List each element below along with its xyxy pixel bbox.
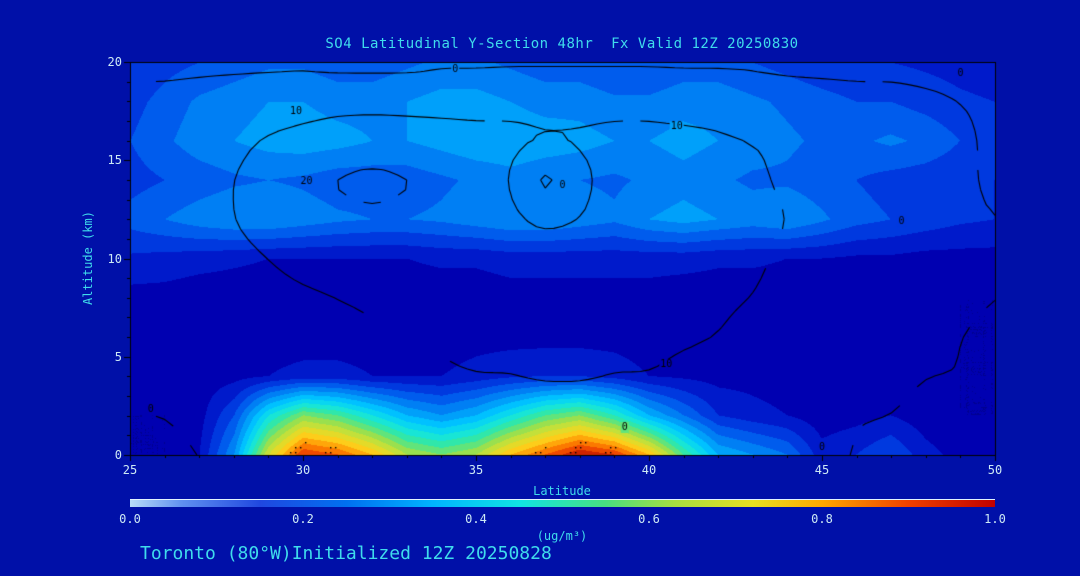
colorbar-units-label: (ug/m³) — [536, 529, 588, 543]
colorbar-tick-label: 0.0 — [119, 512, 141, 526]
colorbar-tick-label: 0.8 — [811, 512, 833, 526]
y-tick-label: 20 — [107, 55, 122, 69]
colorbar-tick-label: 0.4 — [465, 512, 487, 526]
x-tick-label: 25 — [122, 463, 138, 477]
y-tick-label: 10 — [107, 251, 122, 266]
x-axis-label: Latitude — [533, 484, 591, 498]
y-tick-label: 5 — [114, 349, 122, 364]
x-tick-label: 35 — [468, 463, 484, 477]
colorbar-tick-label: 1.0 — [984, 512, 1006, 526]
x-tick-label: 50 — [987, 463, 1003, 477]
x-tick-label: 30 — [295, 463, 311, 477]
y-axis-label: Altitude (km) — [81, 211, 95, 305]
colorbar — [130, 499, 995, 507]
model-init-caption: Toronto (80°W)Initialized 12Z 20250828 — [140, 543, 552, 564]
y-tick-label: 0 — [114, 448, 122, 462]
colorbar-tick-label: 0.6 — [638, 512, 660, 526]
x-tick-label: 40 — [641, 463, 657, 477]
y-tick-label: 15 — [107, 153, 122, 168]
plot-title: SO4 Latitudinal Y-Section 48hr Fx Valid … — [325, 36, 799, 52]
colorbar-tick-label: 0.2 — [292, 512, 314, 526]
x-tick-label: 45 — [814, 463, 830, 477]
